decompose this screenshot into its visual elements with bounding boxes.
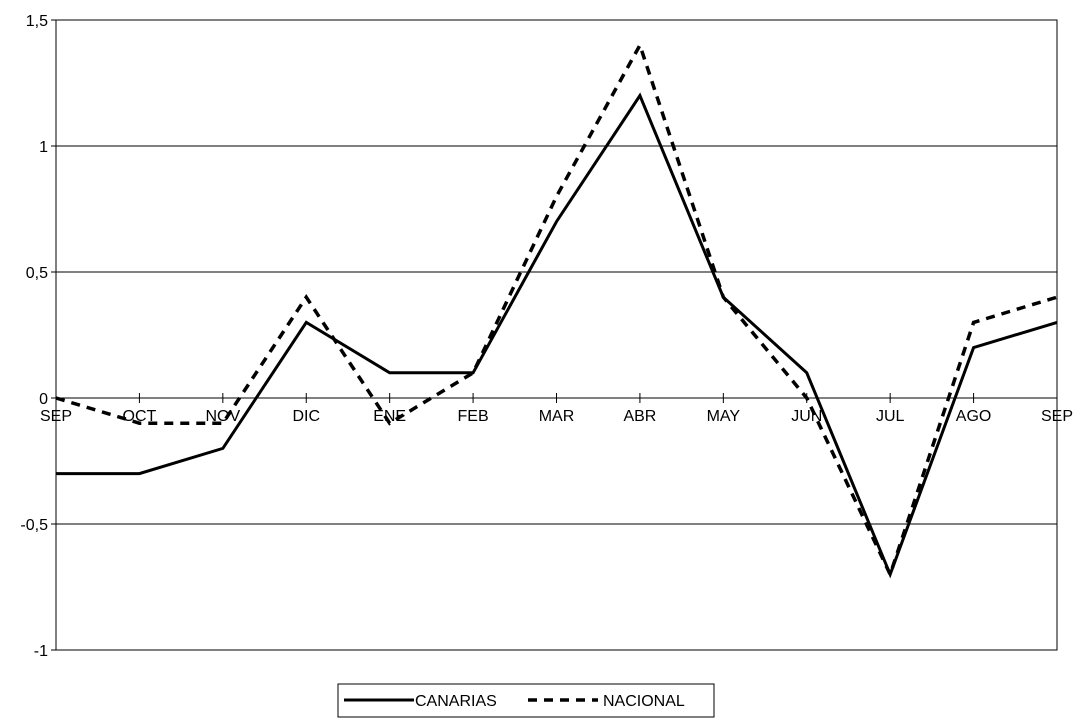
- x-tick-label: OCT: [123, 408, 157, 425]
- y-tick-label: 0: [39, 391, 48, 408]
- x-tick-label: ABR: [623, 408, 656, 425]
- series-line-canarias: [56, 92, 1058, 579]
- x-tick-label: MAY: [707, 408, 741, 425]
- x-tick-label: JUL: [876, 408, 905, 425]
- x-axis: SEP OCT NOV DIC ENE FEB MAR ABR MAY JUN JUL AGO SEP: [40, 393, 1073, 425]
- y-tick-label: -0,5: [20, 517, 48, 534]
- x-tick-label: ENE: [373, 408, 406, 425]
- legend-label-canarias: CANARIAS: [415, 693, 497, 710]
- series-lines: [55, 40, 1058, 580]
- x-tick-label: NOV: [205, 408, 240, 425]
- legend-label-nacional: NACIONAL: [603, 693, 685, 710]
- y-axis-ticks: -1 -0,5 0 0,5 1 1,5: [20, 13, 56, 660]
- x-tick-label: FEB: [458, 408, 489, 425]
- y-tick-label: -1: [34, 643, 48, 660]
- series-line-nacional: [55, 40, 1058, 580]
- y-tick-label: 1: [39, 139, 48, 156]
- gridlines: [56, 19, 1057, 651]
- x-tick-label: AGO: [956, 408, 992, 425]
- y-tick-label: 0,5: [26, 265, 48, 282]
- y-tick-label: 1,5: [26, 13, 48, 30]
- legend: CANARIAS NACIONAL: [337, 683, 715, 718]
- plot-area-border: [55, 19, 1058, 651]
- x-tick-label: DIC: [292, 408, 320, 425]
- x-tick-label: MAR: [539, 408, 575, 425]
